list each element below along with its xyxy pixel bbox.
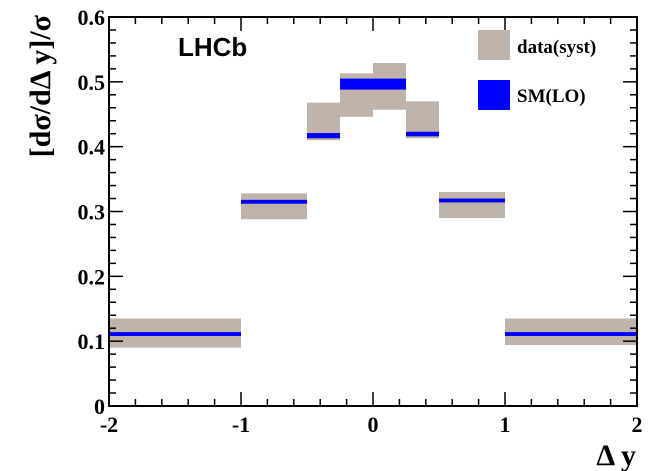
sm-lo-band	[241, 199, 307, 204]
data-syst-band	[505, 318, 637, 346]
sm-line-layer	[109, 78, 637, 336]
x-tick-label: -1	[232, 412, 250, 437]
y-tick-label: 0.3	[78, 200, 106, 225]
sm-lo-band	[373, 78, 406, 90]
x-tick-label: -2	[100, 412, 118, 437]
x-tick-label: 2	[632, 412, 643, 437]
legend-data-swatch	[478, 30, 510, 60]
data-syst-band	[241, 193, 307, 220]
y-tick-label: 0.5	[78, 70, 106, 95]
x-tick-label: 0	[368, 412, 379, 437]
x-axis-title: Δ y	[596, 439, 636, 471]
sm-lo-band	[505, 332, 637, 336]
sm-lo-band	[406, 131, 439, 137]
sm-lo-band	[109, 332, 241, 336]
tick-labels: -2 -1 0 1 2 0 0.1 0.2 0.3 0.4 0.5 0.6	[78, 5, 643, 437]
x-tick-label: 1	[500, 412, 511, 437]
y-tick-label: 0.6	[78, 5, 106, 30]
y-tick-label: 0.4	[78, 135, 106, 160]
y-axis-title: [dσ/dΔ y]/σ	[24, 14, 57, 157]
sm-lo-band	[439, 198, 505, 203]
y-tick-label: 0.2	[78, 264, 106, 289]
legend: data(syst) SM(LO)	[478, 30, 596, 110]
y-tick-label: 0.1	[78, 329, 106, 354]
sm-lo-band	[340, 78, 373, 90]
y-tick-label: 0	[94, 394, 105, 419]
legend-sm-label: SM(LO)	[517, 86, 586, 107]
axis-ticks	[108, 16, 638, 407]
legend-data-label: data(syst)	[517, 37, 596, 58]
legend-sm-swatch	[478, 80, 510, 110]
lhcb-label: LHCb	[178, 32, 247, 62]
sm-lo-band	[307, 133, 340, 139]
data-syst-band	[439, 192, 505, 218]
